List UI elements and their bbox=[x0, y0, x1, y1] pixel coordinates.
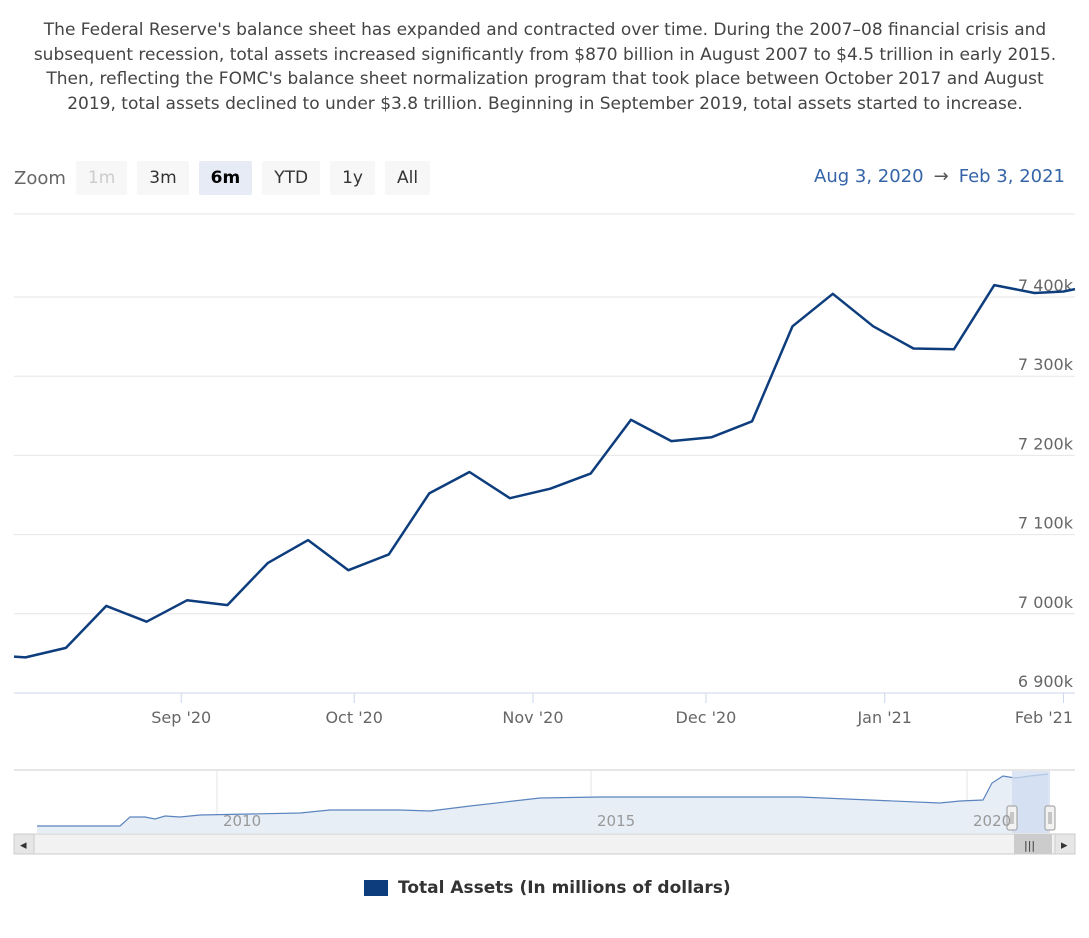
zoom-bar: Zoom 1m 3m 6m YTD 1y All bbox=[14, 160, 440, 196]
x-tick-label: Sep '20 bbox=[151, 708, 211, 727]
navigator[interactable]: 2010 2015 2020 bbox=[14, 769, 1075, 833]
y-tick-label: 7 200k bbox=[1018, 434, 1074, 453]
legend[interactable]: Total Assets (In millions of dollars) bbox=[364, 878, 731, 898]
navigator-tick-2010: 2010 bbox=[223, 812, 261, 830]
y-tick-label: 7 000k bbox=[1018, 593, 1074, 612]
series-line-total-assets bbox=[13, 283, 1076, 659]
y-tick-label: 7 100k bbox=[1018, 514, 1074, 533]
scrollbar-track[interactable] bbox=[13, 833, 1076, 855]
navigator-series-line bbox=[37, 773, 1049, 827]
x-tick-label: Jan '21 bbox=[856, 708, 912, 727]
zoom-label: Zoom bbox=[14, 167, 66, 189]
x-axis: Sep '20 Oct '20 Nov '20 Dec '20 Jan '21 Feb '… bbox=[151, 693, 1073, 727]
y-grid bbox=[14, 296, 1075, 615]
x-tick-label: Nov '20 bbox=[502, 708, 563, 727]
navigator-tick-2020: 2020 bbox=[973, 812, 1011, 830]
scroll-right-arrow-icon: ▸ bbox=[1061, 838, 1068, 853]
zoom-ytd-button[interactable]: YTD bbox=[262, 161, 321, 195]
navigator-area bbox=[37, 774, 1048, 833]
x-tick-label: Feb '21 bbox=[1015, 708, 1073, 727]
chart-description: The Federal Reserve's balance sheet has … bbox=[33, 20, 1057, 114]
x-tick-label: Oct '20 bbox=[325, 708, 383, 727]
scrollbar[interactable]: ◂ ||| ▸ bbox=[13, 833, 1076, 855]
y-tick-label: 6 900k bbox=[1018, 672, 1074, 691]
scrollbar-right-button[interactable] bbox=[1054, 833, 1076, 855]
legend-label: Total Assets (In millions of dollars) bbox=[398, 878, 731, 898]
zoom-1y-button[interactable]: 1y bbox=[330, 161, 375, 195]
zoom-3m-button[interactable]: 3m bbox=[137, 161, 189, 195]
zoom-all-button[interactable]: All bbox=[384, 161, 431, 195]
scroll-left-arrow-icon: ◂ bbox=[20, 838, 27, 853]
navigator-tick-2015: 2015 bbox=[597, 812, 635, 830]
scrollbar-left-button[interactable] bbox=[13, 833, 35, 855]
navigator-left-handle[interactable] bbox=[1006, 805, 1018, 831]
legend-swatch bbox=[364, 880, 388, 896]
navigator-selection[interactable] bbox=[1012, 771, 1050, 833]
range-arrow-icon: → bbox=[933, 166, 949, 187]
x-tick-label: Dec '20 bbox=[676, 708, 737, 727]
zoom-1m-button[interactable]: 1m bbox=[75, 161, 128, 195]
scrollbar-thumb[interactable] bbox=[1014, 834, 1052, 854]
range-to[interactable]: Feb 3, 2021 bbox=[958, 166, 1065, 187]
zoom-6m-button[interactable]: 6m bbox=[198, 161, 253, 195]
y-tick-label: 7 300k bbox=[1018, 355, 1074, 374]
scrollbar-grip-icon: ||| bbox=[1024, 839, 1035, 852]
y-tick-label: 7 400k bbox=[1018, 276, 1074, 295]
navigator-right-handle[interactable] bbox=[1044, 805, 1056, 831]
date-range: Aug 3, 2020 → Feb 3, 2021 bbox=[814, 166, 1065, 187]
y-axis: 6 900k 7 000k 7 100k 7 200k 7 300k 7 400k bbox=[1018, 276, 1074, 691]
range-from[interactable]: Aug 3, 2020 bbox=[814, 166, 924, 187]
